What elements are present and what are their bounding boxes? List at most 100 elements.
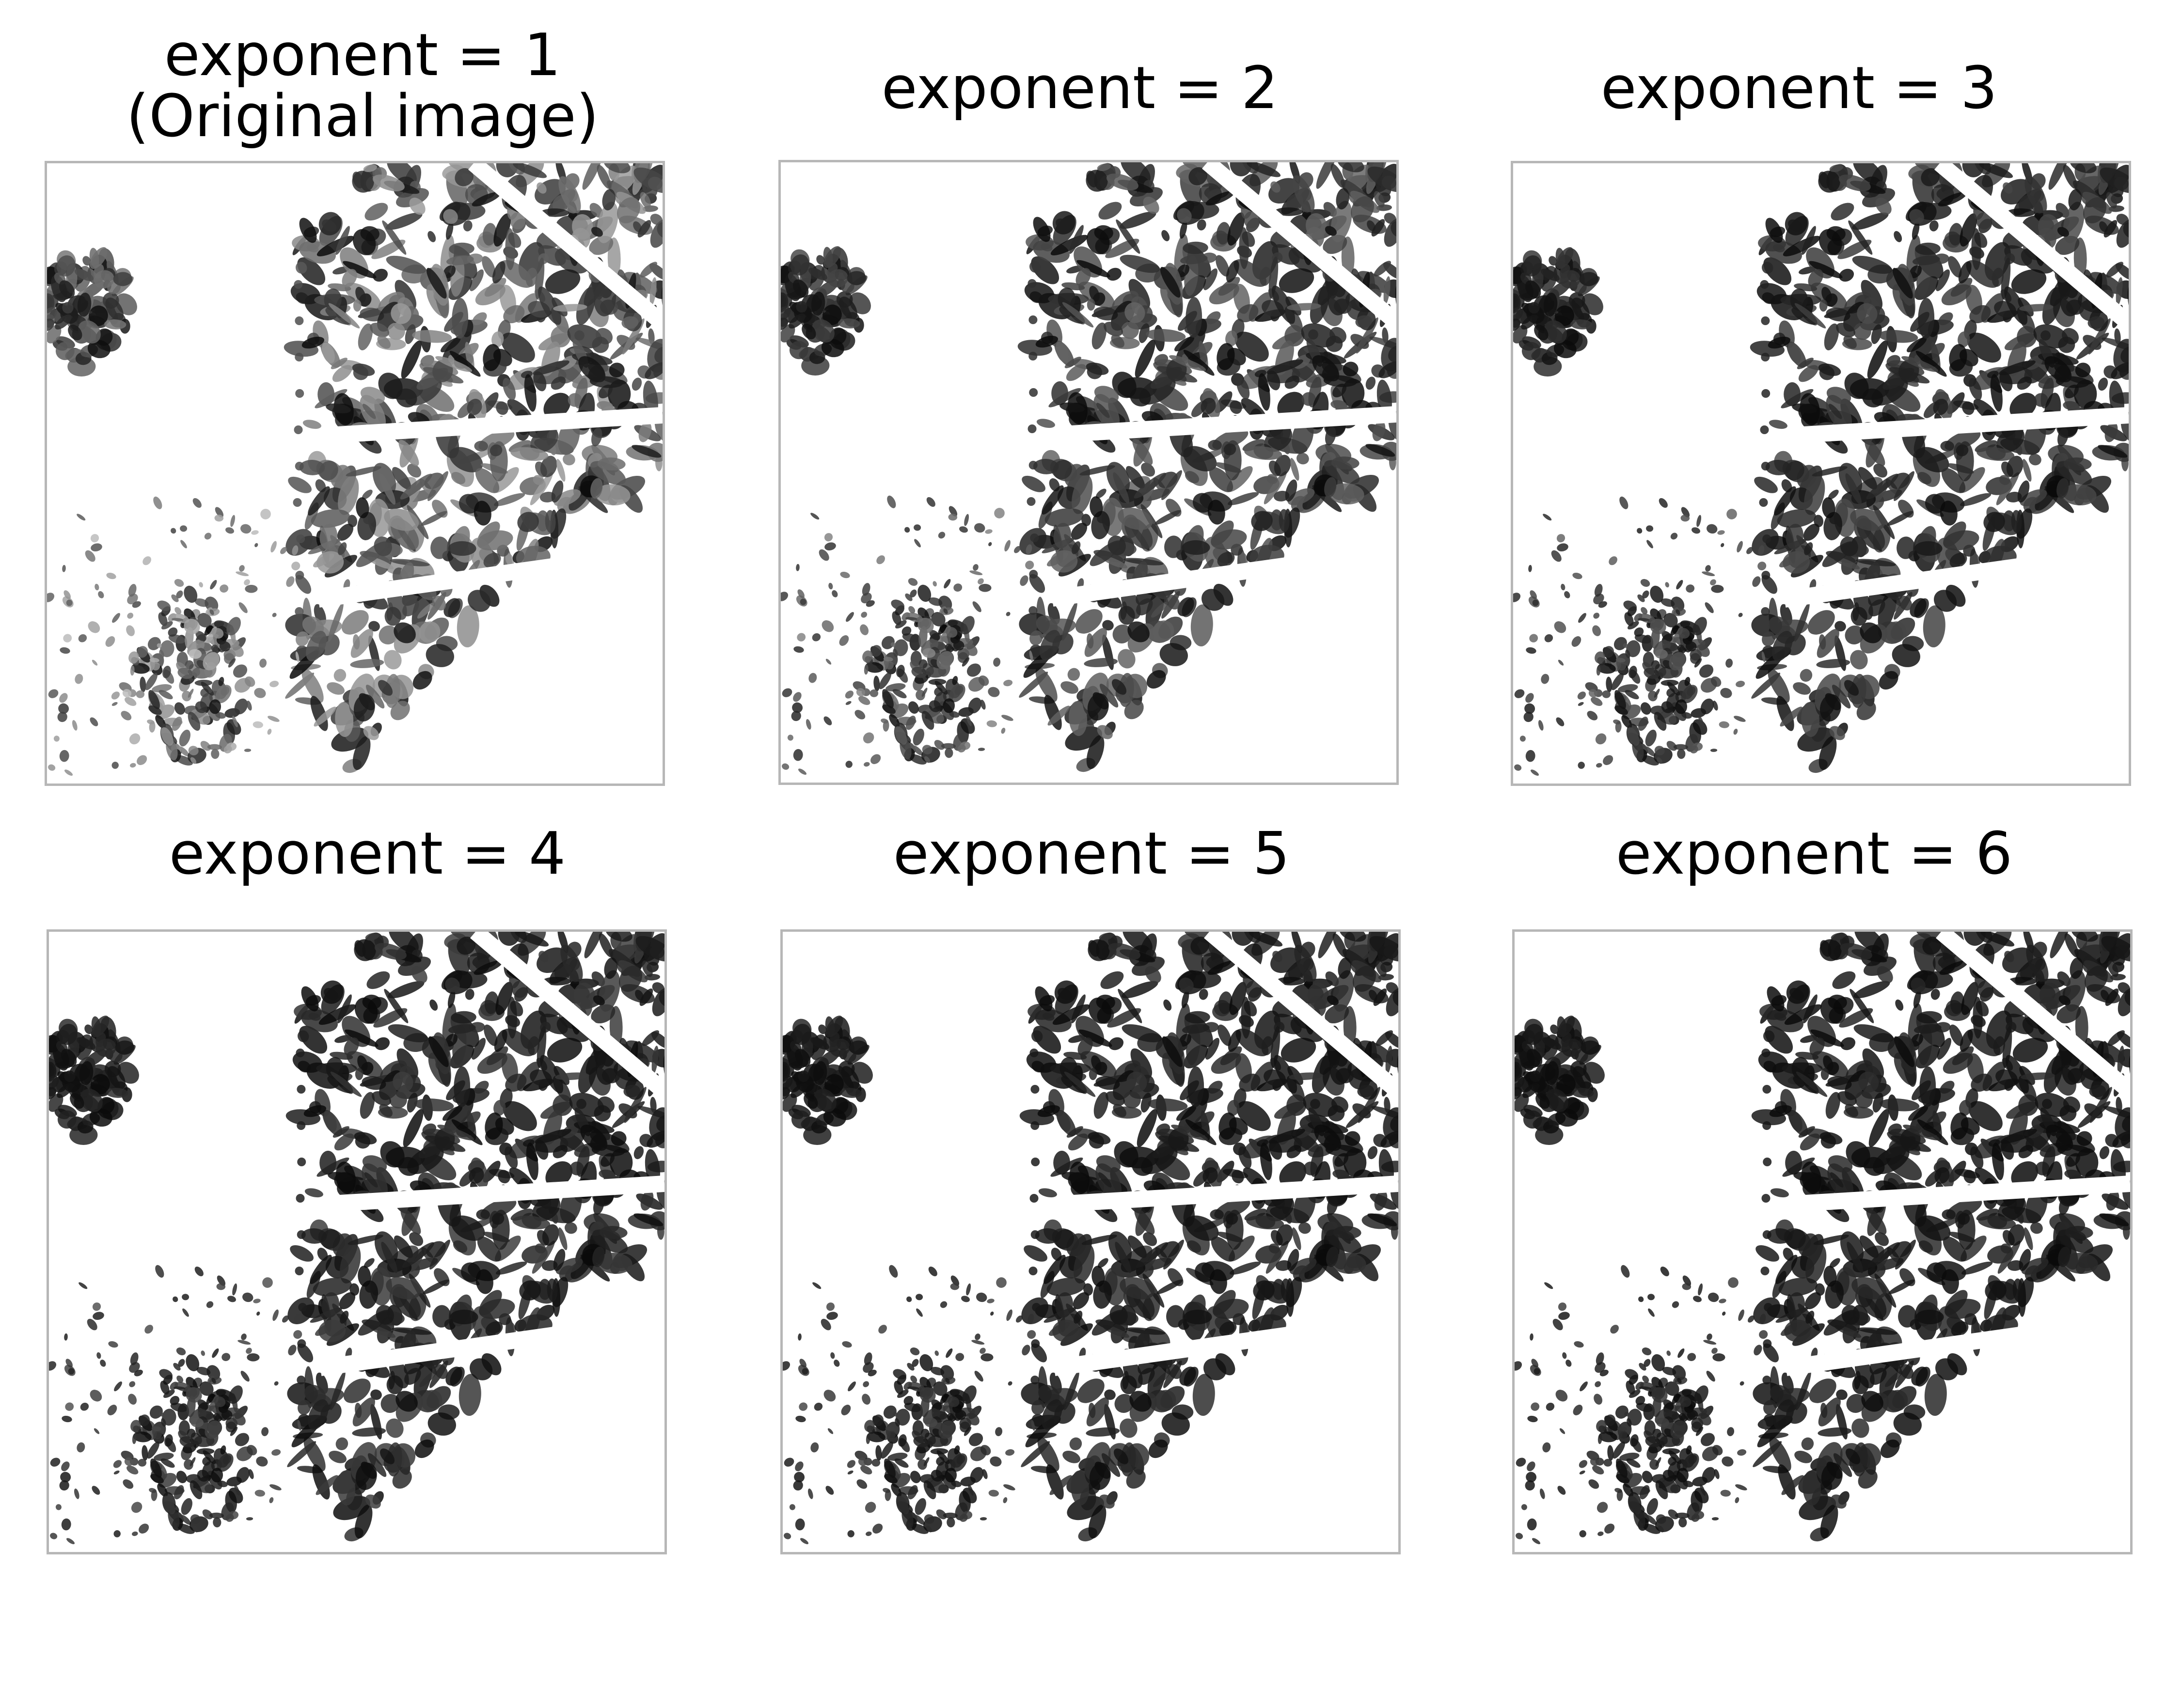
texture-blob	[1100, 971, 1124, 989]
texture-blob	[1135, 339, 1155, 378]
texture-blob	[1107, 267, 1122, 281]
texture-blob	[1241, 1321, 1250, 1335]
texture-blob	[1685, 641, 1697, 652]
texture-blob	[1351, 196, 1375, 222]
leaf-texture-image	[1513, 163, 2129, 783]
texture-blob	[1934, 590, 1957, 612]
texture-blob	[1153, 620, 1174, 642]
texture-blob	[197, 1399, 208, 1410]
texture-blob	[1734, 716, 1746, 722]
texture-blob	[894, 726, 907, 745]
texture-blob	[337, 994, 352, 1023]
texture-blob	[190, 1514, 201, 1524]
texture-blob	[1596, 763, 1602, 768]
texture-blob	[327, 1076, 353, 1094]
texture-blob	[1312, 355, 1340, 381]
texture-blob	[1052, 1319, 1080, 1342]
texture-blob	[904, 1403, 921, 1412]
texture-blob	[328, 1172, 353, 1182]
texture-blob	[1646, 540, 1653, 548]
texture-blob	[1711, 585, 1724, 593]
texture-blob	[66, 599, 73, 606]
texture-blob	[204, 625, 213, 636]
texture-blob	[813, 1061, 827, 1085]
texture-blob	[1625, 649, 1630, 658]
texture-blob	[555, 1257, 583, 1275]
texture-blob	[656, 1115, 664, 1132]
texture-blob	[211, 1468, 223, 1483]
texture-blob	[437, 1125, 474, 1141]
texture-blob	[1258, 373, 1270, 411]
texture-blob	[1578, 762, 1585, 769]
texture-blob	[421, 511, 447, 526]
texture-blob	[248, 1469, 254, 1479]
texture-blob	[839, 635, 849, 646]
texture-blob	[133, 1431, 152, 1442]
texture-blob	[443, 598, 460, 617]
texture-blob	[1327, 995, 1339, 1005]
texture-blob	[1281, 1278, 1292, 1302]
texture-blob	[206, 1301, 214, 1308]
texture-blob	[1792, 403, 1817, 413]
texture-blob	[1551, 550, 1562, 562]
texture-blob	[147, 1442, 159, 1459]
texture-blob	[1892, 267, 1913, 299]
texture-blob	[49, 1087, 57, 1100]
texture-blob	[188, 746, 199, 755]
texture-blob	[363, 164, 377, 172]
texture-blob	[1541, 674, 1549, 684]
texture-blob	[532, 1240, 555, 1274]
texture-blob	[812, 633, 821, 642]
texture-blob	[87, 1318, 97, 1331]
texture-blob	[1035, 1228, 1061, 1244]
texture-blob	[1793, 682, 1811, 695]
texture-blob	[1522, 255, 1542, 277]
texture-blob	[781, 317, 789, 330]
texture-blob	[186, 1354, 200, 1372]
texture-blob	[1829, 404, 1842, 419]
texture-blob	[863, 732, 874, 744]
texture-blob	[111, 702, 118, 706]
texture-blob	[640, 262, 657, 278]
texture-blob	[161, 621, 173, 630]
texture-blob	[1794, 303, 1826, 329]
texture-blob	[1677, 749, 1686, 759]
texture-blob	[233, 664, 248, 678]
texture-blob	[553, 304, 587, 312]
texture-blob	[1960, 493, 1992, 506]
texture-blob	[1194, 1262, 1215, 1282]
texture-blob	[172, 717, 182, 731]
texture-blob	[414, 1098, 454, 1112]
texture-blob	[1343, 361, 1359, 376]
texture-blob	[152, 684, 172, 693]
texture-blob	[812, 1282, 822, 1289]
texture-blob	[947, 1517, 955, 1528]
texture-blob	[474, 440, 488, 452]
texture-blob	[1390, 1115, 1398, 1132]
texture-blob	[921, 688, 928, 697]
texture-blob	[238, 602, 248, 613]
texture-blob	[2011, 269, 2047, 294]
texture-blob	[941, 743, 956, 749]
texture-blob	[111, 691, 120, 700]
texture-blob	[149, 1488, 157, 1493]
texture-blob	[1120, 211, 1156, 229]
texture-blob	[793, 646, 804, 653]
texture-blob	[1514, 764, 1522, 771]
texture-blob	[1292, 1227, 1301, 1251]
texture-blob	[1199, 988, 1208, 1000]
texture-blob	[1259, 266, 1272, 286]
texture-blob	[1588, 689, 1598, 698]
texture-blob	[903, 1395, 914, 1405]
texture-blob	[225, 527, 234, 534]
texture-blob	[445, 1366, 462, 1386]
texture-blob	[2120, 346, 2129, 363]
texture-blob	[490, 444, 503, 456]
texture-blob	[442, 1106, 463, 1121]
texture-blob	[484, 991, 499, 1014]
texture-blob	[386, 212, 423, 230]
texture-blob	[1852, 255, 1892, 274]
texture-blob	[1324, 477, 1337, 498]
leaf-texture-image	[47, 163, 663, 783]
texture-blob	[793, 692, 802, 702]
